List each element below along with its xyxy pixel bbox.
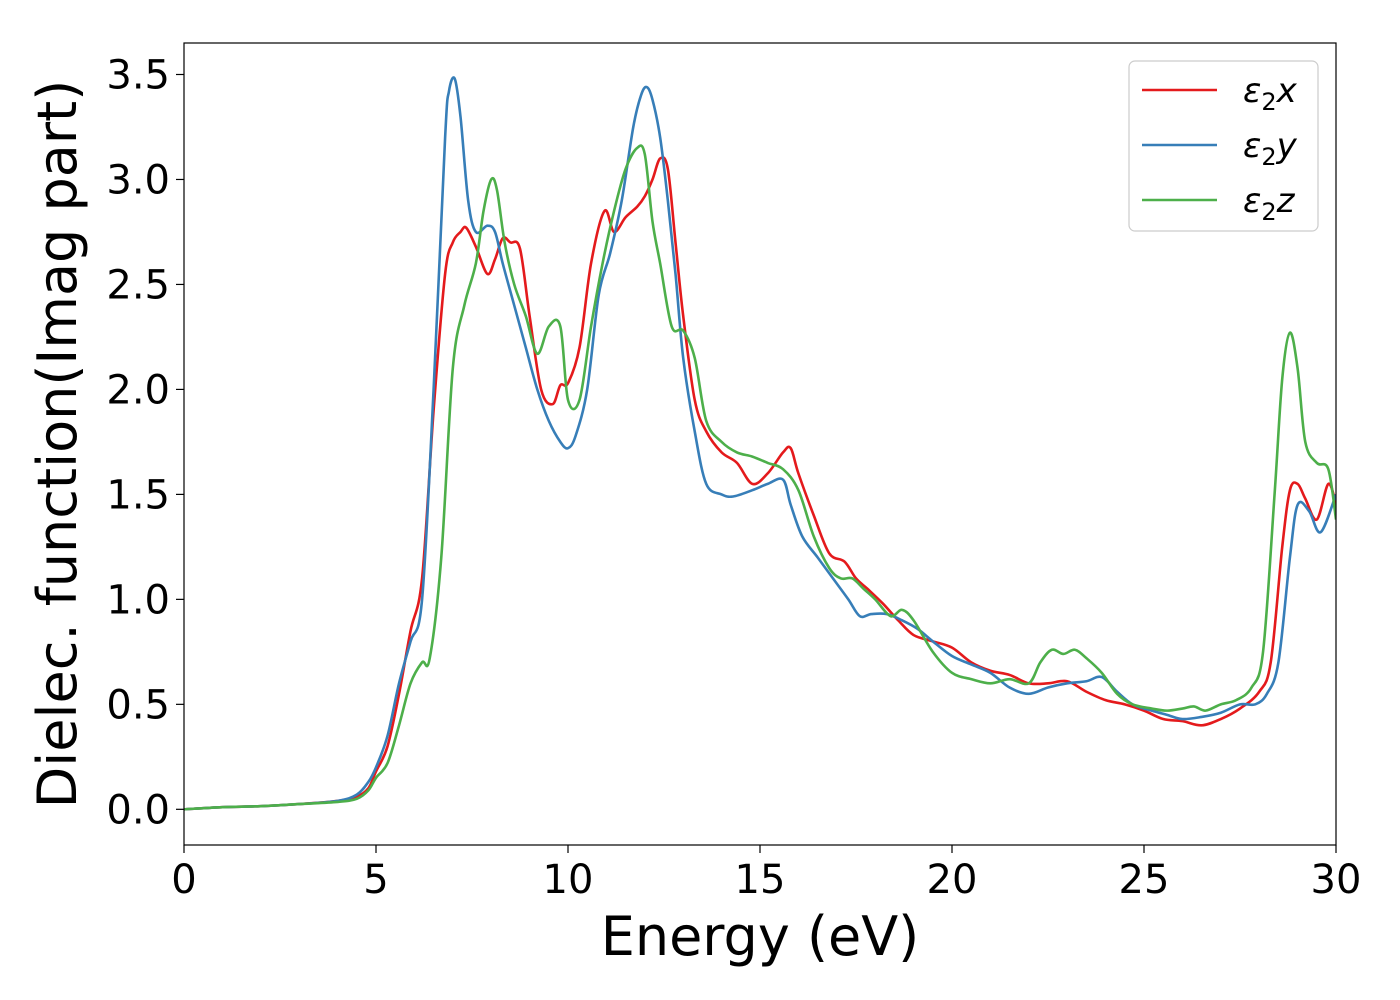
- x-tick-label: 10: [543, 857, 594, 903]
- x-tick-label: 5: [363, 857, 388, 903]
- y-tick-label: 0.5: [106, 682, 170, 728]
- x-axis-label: Energy (eV): [601, 905, 920, 968]
- legend-label: ε2x: [1243, 71, 1298, 116]
- y-tick-label: 1.0: [106, 577, 170, 623]
- y-tick-label: 1.5: [106, 472, 170, 518]
- legend-label: ε2y: [1243, 126, 1298, 171]
- x-tick-label: 25: [1119, 857, 1170, 903]
- legend-item-z: ε2z: [1142, 181, 1296, 226]
- legend-item-y: ε2y: [1142, 126, 1298, 171]
- legend-label: ε2z: [1243, 181, 1296, 226]
- y-tick-label: 2.5: [106, 262, 170, 308]
- legend: ε2x ε2y ε2z: [1128, 60, 1319, 232]
- y-axis-label: Dielec. function(Imag part): [26, 80, 89, 809]
- x-tick-label: 15: [735, 857, 786, 903]
- legend-item-x: ε2x: [1142, 71, 1298, 116]
- legend-box: [1128, 60, 1319, 232]
- x-axis-ticks: 0 5 10 15 20 25 30: [171, 845, 1361, 903]
- y-tick-label: 2.0: [106, 367, 170, 413]
- plot-lines: [184, 76, 1336, 811]
- y-tick-label: 3.5: [106, 52, 170, 98]
- y-tick-label: 3.0: [106, 157, 170, 203]
- y-tick-label: 0.0: [106, 787, 170, 833]
- y-axis-ticks: 0.0 0.5 1.0 1.5 2.0 2.5 3.0 3.5: [106, 52, 184, 833]
- x-tick-label: 20: [927, 857, 978, 903]
- x-tick-label: 0: [171, 857, 196, 903]
- x-tick-label: 30: [1311, 857, 1362, 903]
- series-line-z: [184, 144, 1336, 811]
- series-line-x: [184, 156, 1336, 811]
